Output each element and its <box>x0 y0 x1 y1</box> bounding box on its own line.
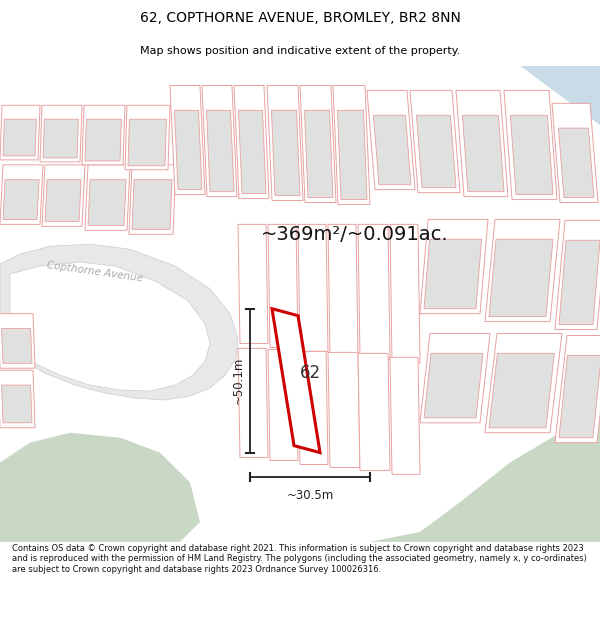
Polygon shape <box>456 91 508 197</box>
Polygon shape <box>268 349 298 461</box>
Text: 62: 62 <box>299 364 320 382</box>
Polygon shape <box>511 115 553 194</box>
Polygon shape <box>298 351 328 464</box>
Polygon shape <box>358 353 390 471</box>
Polygon shape <box>0 244 238 400</box>
Polygon shape <box>358 224 390 359</box>
Polygon shape <box>559 240 600 324</box>
Polygon shape <box>234 86 269 199</box>
Text: ~369m²/~0.091ac.: ~369m²/~0.091ac. <box>261 225 449 244</box>
Text: Contains OS data © Crown copyright and database right 2021. This information is : Contains OS data © Crown copyright and d… <box>12 544 587 574</box>
Polygon shape <box>82 105 125 165</box>
Polygon shape <box>555 221 600 329</box>
Polygon shape <box>239 110 266 194</box>
Polygon shape <box>268 224 298 348</box>
Polygon shape <box>367 91 415 189</box>
Polygon shape <box>0 432 200 542</box>
Polygon shape <box>3 119 37 156</box>
Polygon shape <box>267 86 303 201</box>
Polygon shape <box>559 356 600 437</box>
Polygon shape <box>333 86 370 204</box>
Polygon shape <box>132 180 172 229</box>
Polygon shape <box>43 119 79 158</box>
Polygon shape <box>271 110 300 196</box>
Polygon shape <box>202 86 237 197</box>
Polygon shape <box>420 334 490 422</box>
Polygon shape <box>272 309 320 452</box>
Polygon shape <box>373 115 411 185</box>
Polygon shape <box>300 86 336 202</box>
Polygon shape <box>238 224 268 344</box>
Polygon shape <box>420 219 488 314</box>
Polygon shape <box>0 105 40 160</box>
Polygon shape <box>238 348 268 458</box>
Polygon shape <box>424 353 483 418</box>
Polygon shape <box>3 180 39 219</box>
Polygon shape <box>504 91 557 199</box>
Polygon shape <box>2 329 32 363</box>
Polygon shape <box>45 180 81 221</box>
Polygon shape <box>206 110 234 192</box>
Polygon shape <box>42 165 85 226</box>
Polygon shape <box>485 334 562 432</box>
Polygon shape <box>559 128 594 198</box>
Polygon shape <box>424 239 482 309</box>
Polygon shape <box>305 110 333 198</box>
Polygon shape <box>0 370 35 428</box>
Polygon shape <box>10 262 210 391</box>
Polygon shape <box>520 66 600 125</box>
Polygon shape <box>463 115 504 192</box>
Polygon shape <box>555 336 600 442</box>
Polygon shape <box>390 224 420 363</box>
Polygon shape <box>88 180 126 226</box>
Polygon shape <box>552 103 598 202</box>
Polygon shape <box>175 110 202 189</box>
Polygon shape <box>128 119 166 166</box>
Polygon shape <box>328 224 358 356</box>
Text: ~50.1m: ~50.1m <box>232 357 245 404</box>
Polygon shape <box>2 385 32 423</box>
Polygon shape <box>170 86 205 194</box>
Text: 62, COPTHORNE AVENUE, BROMLEY, BR2 8NN: 62, COPTHORNE AVENUE, BROMLEY, BR2 8NN <box>140 11 460 26</box>
Polygon shape <box>0 165 43 224</box>
Polygon shape <box>489 353 554 428</box>
Polygon shape <box>298 224 328 351</box>
Polygon shape <box>489 239 553 317</box>
Text: Map shows position and indicative extent of the property.: Map shows position and indicative extent… <box>140 46 460 56</box>
Polygon shape <box>328 352 360 468</box>
Polygon shape <box>416 115 456 188</box>
Polygon shape <box>129 165 176 234</box>
Polygon shape <box>85 165 130 231</box>
Polygon shape <box>0 314 35 368</box>
Polygon shape <box>410 91 460 192</box>
Polygon shape <box>125 105 170 170</box>
Polygon shape <box>485 219 560 322</box>
Polygon shape <box>40 105 82 162</box>
Polygon shape <box>337 110 367 199</box>
Polygon shape <box>390 357 420 474</box>
Polygon shape <box>370 422 600 542</box>
Polygon shape <box>85 119 121 161</box>
Text: Copthorne Avenue: Copthorne Avenue <box>46 260 144 284</box>
Text: ~30.5m: ~30.5m <box>286 489 334 502</box>
